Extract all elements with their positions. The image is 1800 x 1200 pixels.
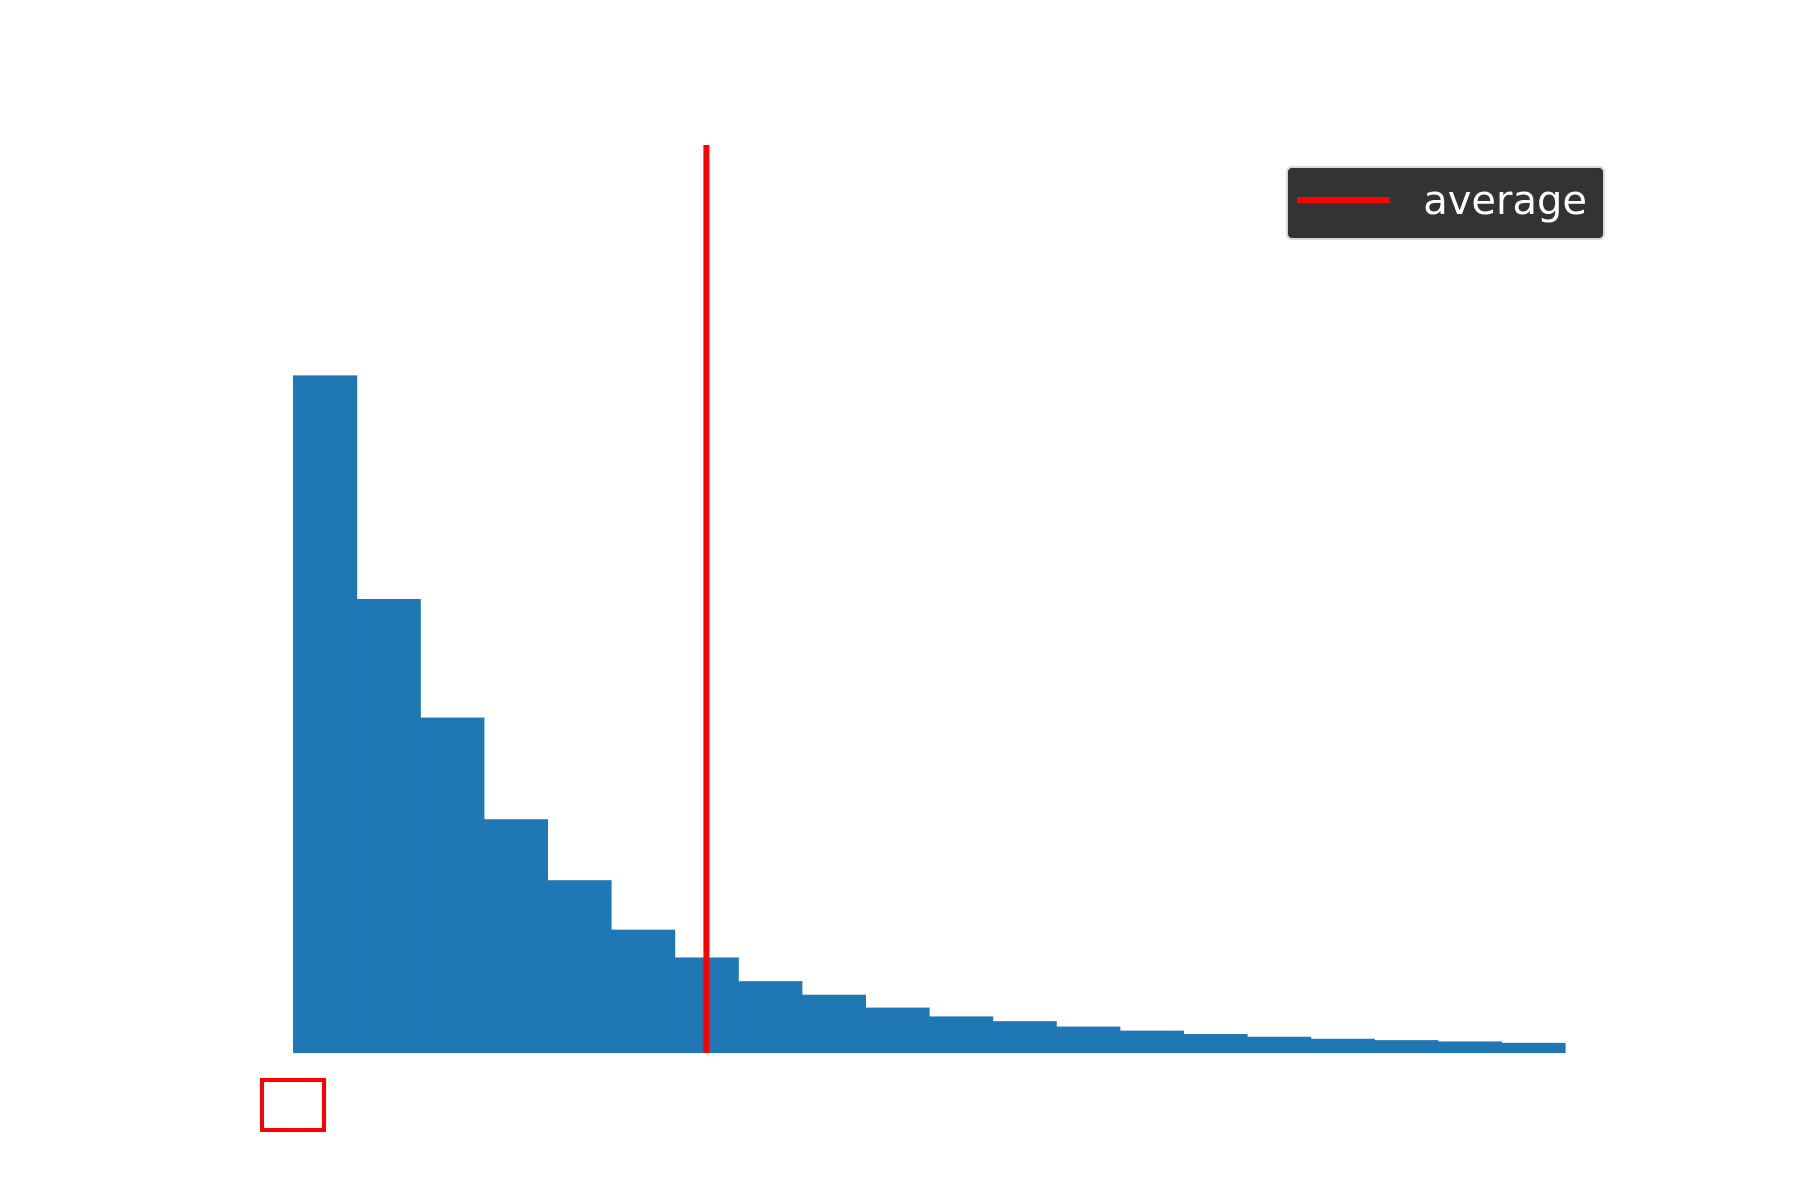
histogram-bar (1056, 1026, 1121, 1053)
histogram-bar (992, 1021, 1057, 1053)
histogram-bar (547, 880, 612, 1053)
histogram-bar (1310, 1038, 1375, 1053)
histogram-bar (1183, 1034, 1248, 1053)
histogram-bar (738, 981, 803, 1053)
legend-label-average: average (1423, 178, 1587, 224)
histogram-bar (1437, 1041, 1502, 1053)
histogram-bars (293, 375, 1566, 1053)
histogram-bar (1501, 1042, 1566, 1053)
histogram-bar (801, 994, 866, 1053)
histogram-bar (293, 375, 358, 1053)
histogram-bar (865, 1007, 930, 1053)
histogram-bar (356, 599, 421, 1053)
marker-box (260, 1078, 326, 1132)
histogram-bar (929, 1016, 994, 1053)
histogram-bar (1119, 1030, 1184, 1053)
histogram-bar (483, 819, 548, 1053)
histogram-bar (1247, 1036, 1312, 1053)
legend-box (1286, 166, 1605, 240)
histogram-bar (611, 929, 676, 1053)
histogram-bar (1374, 1040, 1439, 1053)
legend: average (1286, 166, 1605, 240)
histogram-bar (420, 717, 485, 1053)
